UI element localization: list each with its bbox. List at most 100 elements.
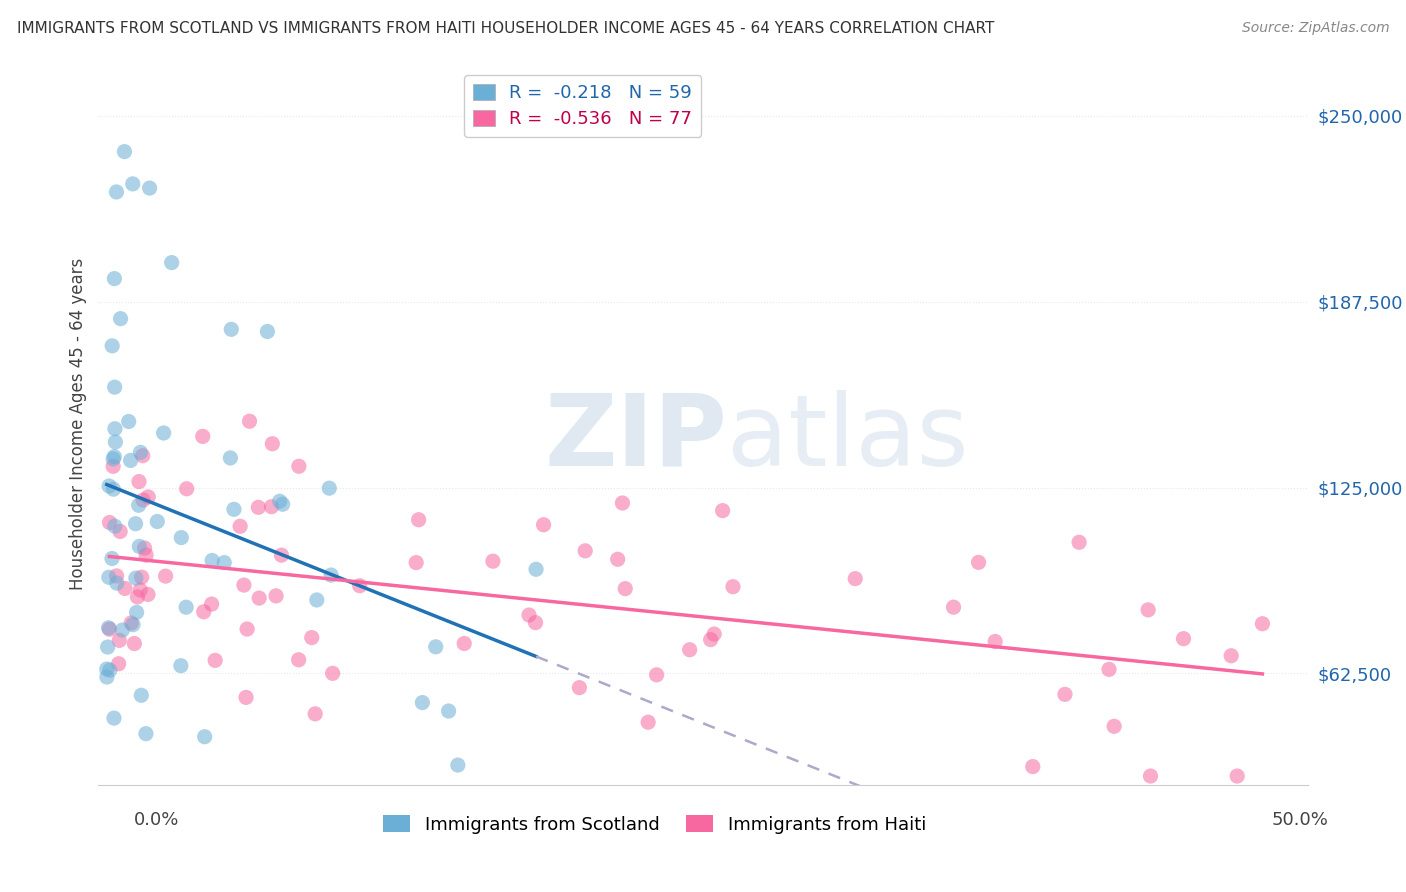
Point: [238, 414, 260, 428]
Point: [271, 497, 294, 511]
Point: [136, 587, 159, 601]
Text: atlas: atlas: [727, 390, 969, 487]
Point: [138, 181, 160, 195]
Point: [219, 322, 242, 336]
Point: [124, 636, 146, 650]
Point: [122, 617, 145, 632]
Point: [699, 632, 721, 647]
Point: [170, 531, 193, 545]
Point: [533, 517, 555, 532]
Point: [101, 551, 124, 566]
Point: [524, 562, 547, 576]
Point: [214, 556, 236, 570]
Point: [711, 503, 734, 517]
Point: [104, 380, 127, 394]
Point: [201, 553, 224, 567]
Point: [129, 688, 152, 702]
Text: IMMIGRANTS FROM SCOTLAND VS IMMIGRANTS FROM HAITI HOUSEHOLDER INCOME AGES 45 - 6: IMMIGRANTS FROM SCOTLAND VS IMMIGRANTS F…: [17, 21, 994, 36]
Text: 0.0%: 0.0%: [134, 811, 179, 829]
Point: [703, 627, 725, 641]
Point: [101, 339, 124, 353]
Point: [114, 582, 136, 596]
Point: [146, 515, 169, 529]
Point: [318, 481, 340, 495]
Point: [97, 640, 120, 654]
Point: [349, 579, 371, 593]
Point: [1226, 769, 1249, 783]
Point: [193, 605, 215, 619]
Point: [128, 498, 150, 512]
Point: [219, 450, 242, 465]
Point: [305, 593, 328, 607]
Point: [104, 519, 127, 533]
Point: [1022, 759, 1045, 773]
Point: [222, 502, 245, 516]
Point: [103, 451, 125, 466]
Point: [262, 436, 284, 450]
Point: [103, 450, 125, 464]
Point: [270, 548, 292, 562]
Point: [155, 569, 177, 583]
Point: [721, 580, 744, 594]
Point: [269, 494, 291, 508]
Point: [98, 516, 121, 530]
Point: [637, 715, 659, 730]
Point: [129, 582, 152, 597]
Point: [614, 582, 637, 596]
Point: [1102, 719, 1125, 733]
Point: [111, 623, 134, 637]
Point: [97, 570, 120, 584]
Text: 50.0%: 50.0%: [1272, 811, 1329, 829]
Point: [96, 670, 118, 684]
Point: [1053, 687, 1076, 701]
Point: [132, 449, 155, 463]
Point: [104, 435, 127, 450]
Point: [129, 445, 152, 459]
Point: [1251, 616, 1274, 631]
Point: [201, 597, 224, 611]
Point: [612, 496, 634, 510]
Point: [105, 576, 128, 591]
Point: [204, 653, 226, 667]
Point: [408, 513, 430, 527]
Point: [229, 519, 252, 533]
Point: [645, 668, 668, 682]
Point: [1173, 632, 1195, 646]
Point: [287, 653, 309, 667]
Point: [247, 591, 270, 606]
Point: [679, 642, 702, 657]
Point: [104, 422, 127, 436]
Point: [232, 578, 254, 592]
Point: [98, 622, 121, 636]
Point: [120, 453, 142, 467]
Point: [127, 590, 149, 604]
Point: [1069, 535, 1091, 549]
Point: [128, 475, 150, 489]
Point: [606, 552, 628, 566]
Text: ZIP: ZIP: [544, 390, 727, 487]
Point: [135, 548, 157, 562]
Point: [103, 482, 125, 496]
Point: [121, 177, 143, 191]
Point: [260, 500, 283, 514]
Point: [125, 571, 148, 585]
Point: [120, 615, 142, 630]
Point: [134, 541, 156, 555]
Point: [319, 568, 342, 582]
Point: [844, 572, 866, 586]
Point: [136, 490, 159, 504]
Point: [1137, 603, 1160, 617]
Point: [322, 666, 344, 681]
Point: [517, 608, 540, 623]
Point: [128, 540, 150, 554]
Point: [132, 493, 155, 508]
Point: [437, 704, 460, 718]
Point: [108, 524, 131, 539]
Point: [103, 271, 125, 285]
Legend: Immigrants from Scotland, Immigrants from Haiti: Immigrants from Scotland, Immigrants fro…: [375, 808, 934, 841]
Point: [574, 544, 596, 558]
Point: [235, 690, 257, 705]
Point: [108, 633, 131, 648]
Point: [288, 459, 311, 474]
Point: [1220, 648, 1243, 663]
